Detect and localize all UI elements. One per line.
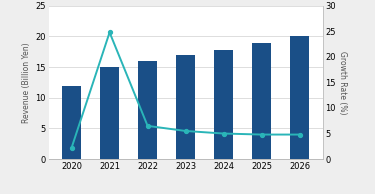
Bar — [100, 67, 119, 159]
Bar — [138, 61, 157, 159]
Bar — [176, 55, 195, 159]
Y-axis label: Revenue (Billion Yen): Revenue (Billion Yen) — [22, 42, 31, 123]
Bar — [214, 50, 233, 159]
Y-axis label: Growth Rate (%): Growth Rate (%) — [338, 51, 347, 114]
Bar — [290, 36, 309, 159]
Bar — [62, 86, 81, 159]
Bar — [252, 43, 271, 159]
